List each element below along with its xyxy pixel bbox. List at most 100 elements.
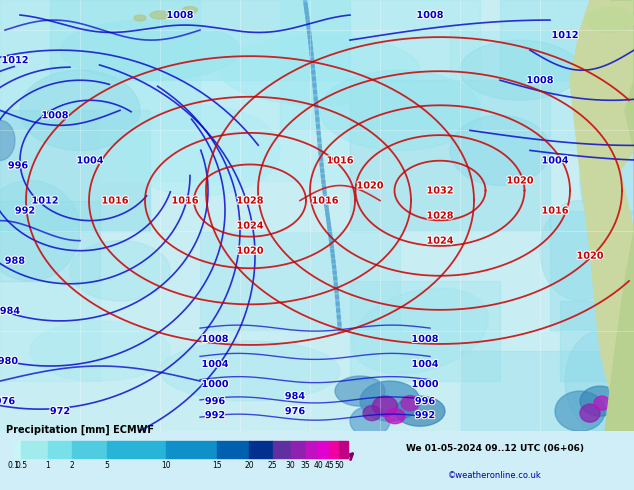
Bar — [560, 301, 634, 381]
Ellipse shape — [220, 35, 420, 105]
Text: 1008: 1008 — [41, 110, 68, 121]
Ellipse shape — [150, 11, 170, 19]
Text: 1000: 1000 — [411, 379, 439, 389]
Text: 992: 992 — [205, 410, 225, 420]
Bar — [339, 441, 348, 458]
Ellipse shape — [363, 406, 381, 421]
Polygon shape — [570, 0, 634, 431]
Ellipse shape — [320, 70, 480, 150]
Text: 30: 30 — [286, 461, 295, 469]
Text: 996: 996 — [8, 160, 28, 171]
Text: Precipitation [mm] ECMWF: Precipitation [mm] ECMWF — [6, 425, 154, 435]
Ellipse shape — [580, 130, 634, 231]
Ellipse shape — [594, 396, 610, 410]
Text: 50: 50 — [334, 461, 344, 469]
Text: 1020: 1020 — [356, 180, 384, 191]
Bar — [450, 30, 600, 150]
Text: 976: 976 — [285, 406, 305, 416]
Text: 0.5: 0.5 — [15, 461, 27, 469]
Text: 1000: 1000 — [202, 379, 228, 389]
Ellipse shape — [373, 396, 398, 416]
Polygon shape — [605, 0, 634, 431]
Ellipse shape — [183, 6, 198, 14]
Bar — [318, 441, 330, 458]
Text: 1016: 1016 — [327, 155, 354, 166]
Ellipse shape — [540, 200, 620, 301]
Text: 10: 10 — [161, 461, 171, 469]
Bar — [273, 441, 291, 458]
Text: 1004: 1004 — [411, 359, 439, 369]
Text: 1016: 1016 — [172, 196, 198, 206]
Text: 992: 992 — [415, 410, 435, 420]
Text: 972: 972 — [50, 406, 70, 416]
Ellipse shape — [555, 391, 605, 431]
Bar — [200, 231, 400, 331]
Text: 1004: 1004 — [541, 155, 569, 166]
Text: 1024: 1024 — [427, 236, 453, 245]
Text: 1020: 1020 — [576, 251, 604, 261]
Text: 45: 45 — [325, 461, 334, 469]
Bar — [500, 0, 634, 80]
Text: 1032: 1032 — [427, 186, 453, 196]
Bar — [0, 281, 100, 381]
Text: 20: 20 — [245, 461, 254, 469]
Text: 35: 35 — [301, 461, 311, 469]
Bar — [50, 0, 350, 80]
Text: 996: 996 — [415, 396, 435, 406]
Text: 0.1: 0.1 — [8, 461, 19, 469]
Text: 5: 5 — [105, 461, 109, 469]
Text: ©weatheronline.co.uk: ©weatheronline.co.uk — [448, 471, 541, 480]
Ellipse shape — [70, 241, 170, 301]
Ellipse shape — [335, 376, 385, 406]
Bar — [13, 441, 22, 458]
Text: 976: 976 — [0, 396, 15, 406]
Text: 1020: 1020 — [507, 175, 533, 186]
Ellipse shape — [401, 395, 419, 411]
Text: 980: 980 — [0, 356, 18, 366]
Text: 988: 988 — [4, 256, 25, 266]
Ellipse shape — [460, 40, 580, 100]
Text: 984: 984 — [0, 306, 20, 316]
Bar — [350, 80, 550, 231]
Bar — [350, 281, 500, 381]
Text: 1004: 1004 — [77, 155, 103, 166]
Bar — [280, 0, 480, 130]
Text: 1012: 1012 — [32, 196, 58, 206]
Bar — [217, 441, 249, 458]
Ellipse shape — [350, 406, 390, 436]
Text: 996: 996 — [205, 396, 225, 406]
Ellipse shape — [160, 341, 340, 401]
Bar — [22, 441, 48, 458]
Bar — [100, 30, 350, 180]
Ellipse shape — [395, 396, 445, 426]
Text: 1008: 1008 — [202, 334, 229, 344]
Bar — [249, 441, 273, 458]
Text: 984: 984 — [285, 391, 305, 401]
Text: 1028: 1028 — [427, 211, 453, 220]
Text: 1012: 1012 — [552, 30, 578, 40]
Bar — [166, 441, 217, 458]
Text: 1008: 1008 — [417, 10, 444, 20]
Text: 40: 40 — [314, 461, 323, 469]
Ellipse shape — [0, 121, 15, 160]
Text: 1024: 1024 — [236, 220, 264, 231]
Text: 1008: 1008 — [526, 75, 553, 85]
Text: 1008: 1008 — [167, 10, 193, 20]
Text: 1016: 1016 — [311, 196, 339, 206]
Ellipse shape — [134, 15, 146, 21]
Text: 1012: 1012 — [1, 55, 29, 65]
Ellipse shape — [585, 7, 634, 33]
Ellipse shape — [20, 70, 140, 150]
Bar — [291, 441, 306, 458]
Text: 15: 15 — [212, 461, 223, 469]
Bar — [460, 351, 634, 431]
Ellipse shape — [605, 286, 634, 336]
Ellipse shape — [120, 105, 280, 196]
Text: 2: 2 — [70, 461, 75, 469]
Text: 1016: 1016 — [101, 196, 129, 206]
Bar — [72, 441, 107, 458]
Ellipse shape — [30, 321, 170, 381]
Ellipse shape — [450, 115, 550, 186]
Ellipse shape — [580, 404, 600, 422]
Bar — [0, 110, 150, 231]
